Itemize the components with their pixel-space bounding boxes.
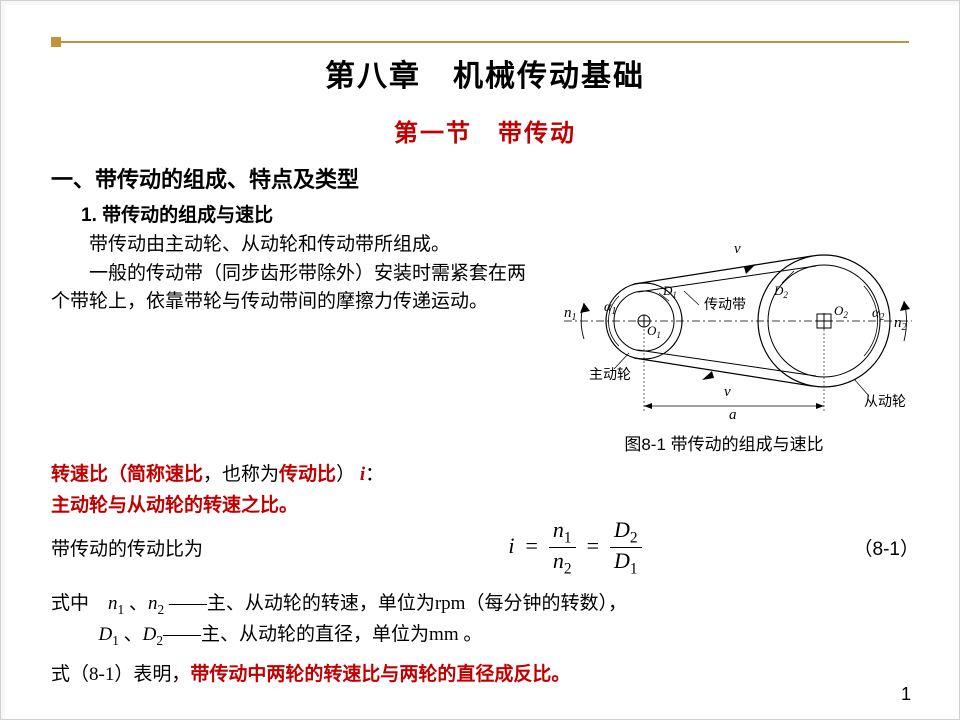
lbl-a1: α1 bbox=[604, 300, 616, 317]
t: ——主、从动轮的直径，单位为mm 。 bbox=[163, 624, 482, 645]
text-column: 带传动由主动轮、从动轮和传动带所组成。 一般的传动带（同步齿形带除外）安装时需紧… bbox=[51, 231, 529, 455]
lbl-driver: 主动轮 bbox=[589, 367, 631, 383]
ratio-def-line1: 转速比（简称速比，也称为传动比） i： bbox=[51, 459, 919, 486]
para-1: 带传动由主动轮、从动轮和传动带所组成。 bbox=[51, 231, 529, 260]
s: 1 bbox=[118, 602, 125, 617]
lbl-n1: n1 bbox=[564, 305, 577, 323]
t: 速比 bbox=[165, 464, 203, 485]
i: i bbox=[508, 533, 514, 558]
formula-row: 带传动的传动比为 i = n1n2 = D2D1 （8-1） bbox=[51, 517, 919, 579]
heading-2: 1. 带传动的组成与速比 bbox=[81, 200, 919, 227]
lbl-O1: O1 bbox=[647, 323, 661, 340]
para-2: 一般的传动带（同步齿形带除外）安装时需紧套在两个带轮上，依靠带轮与传动带间的摩擦… bbox=[51, 260, 529, 317]
section-title: 第一节 带传动 bbox=[51, 113, 919, 148]
ratio-def-line2: 主动轮与从动轮的转速之比。 bbox=[51, 490, 919, 517]
D: D bbox=[614, 548, 630, 573]
accent-square bbox=[51, 37, 61, 47]
t: ： bbox=[365, 464, 384, 485]
s: 1 bbox=[630, 561, 638, 578]
accent-line bbox=[61, 41, 909, 43]
t: ） bbox=[336, 464, 355, 485]
lbl-a2: α2 bbox=[872, 306, 884, 323]
s: 1 bbox=[564, 529, 572, 546]
content-row: 带传动由主动轮、从动轮和传动带所组成。 一般的传动带（同步齿形带除外）安装时需紧… bbox=[51, 231, 919, 455]
D: D bbox=[143, 624, 157, 645]
belt-drive-diagram: v v a n1 n2 α1 α2 O1 O2 D1 D2 传动带 主动轮 从动… bbox=[534, 231, 914, 421]
s: 1 bbox=[112, 633, 119, 648]
D: D bbox=[99, 624, 113, 645]
lbl-v-bot: v bbox=[724, 384, 731, 400]
lbl-n2: n2 bbox=[894, 315, 907, 333]
page-number: 1 bbox=[901, 684, 911, 705]
symbol-defs: 式中 n1 、n2 ——主、从动轮的转速，单位为rpm（每分钟的转数）， D1 … bbox=[51, 589, 919, 651]
slide: 第八章 机械传动基础 第一节 带传动 一、带传动的组成、特点及类型 1. 带传动… bbox=[0, 0, 960, 720]
lbl-belt: 传动带 bbox=[704, 297, 746, 313]
t: 式中 bbox=[51, 593, 108, 614]
n: n bbox=[108, 593, 118, 614]
n: n bbox=[553, 517, 564, 542]
lbl-v-top: v bbox=[734, 241, 741, 257]
formula-tag: （8-1） bbox=[809, 534, 919, 561]
lbl-O2: O2 bbox=[834, 303, 848, 320]
t: 转速比（简称 bbox=[51, 464, 165, 485]
t: 传动比 bbox=[279, 464, 336, 485]
lbl-D1: D1 bbox=[662, 283, 677, 300]
n: n bbox=[553, 548, 564, 573]
n: n bbox=[148, 593, 158, 614]
D: D bbox=[614, 517, 630, 542]
s: 2 bbox=[564, 561, 572, 578]
highlight: 带传动中两轮的转速比与两轮的直径成反比。 bbox=[190, 664, 570, 685]
formula-eq: i = n1n2 = D2D1 bbox=[341, 517, 809, 579]
t: ，也称为 bbox=[203, 464, 279, 485]
t: 式（8-1）表明， bbox=[51, 664, 190, 685]
chapter-title: 第八章 机械传动基础 bbox=[51, 51, 919, 95]
final-statement: 式（8-1）表明，带传动中两轮的转速比与两轮的直径成反比。 bbox=[51, 659, 919, 686]
figure-caption: 图8-1 带传动的组成与速比 bbox=[529, 430, 919, 455]
t: ——主、从动轮的转速，单位为rpm（每分钟的转数）， bbox=[164, 593, 627, 614]
formula-label: 带传动的传动比为 bbox=[51, 534, 341, 561]
lbl-D2: D2 bbox=[773, 283, 788, 300]
lbl-driven: 从动轮 bbox=[864, 394, 906, 410]
s: 2 bbox=[630, 529, 638, 546]
heading-1: 一、带传动的组成、特点及类型 bbox=[51, 162, 919, 194]
figure-column: v v a n1 n2 α1 α2 O1 O2 D1 D2 传动带 主动轮 从动… bbox=[529, 231, 919, 455]
lbl-a: a bbox=[729, 407, 737, 421]
